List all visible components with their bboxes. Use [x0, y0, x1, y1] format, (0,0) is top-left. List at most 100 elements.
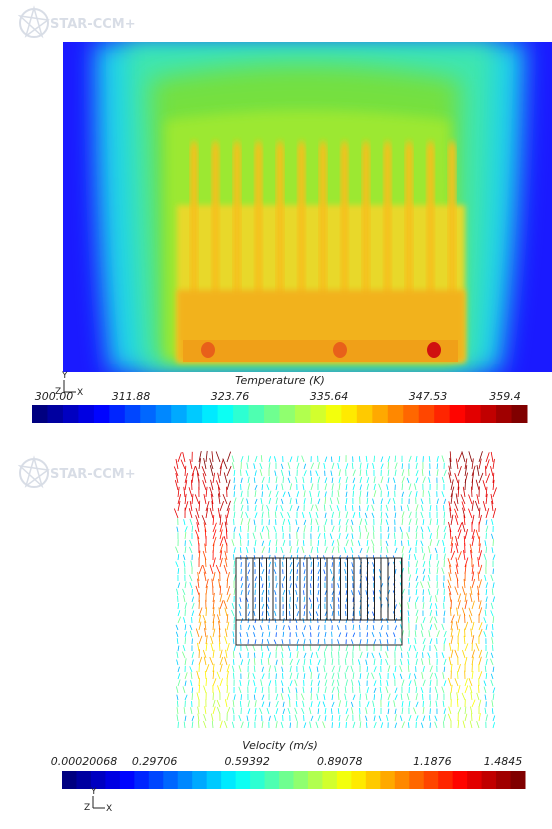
vector: [360, 548, 362, 553]
vector: [178, 646, 179, 651]
vector: [409, 680, 411, 686]
vector: [289, 611, 290, 616]
vector: [240, 653, 241, 658]
vector: [192, 659, 193, 665]
vector: [414, 679, 416, 686]
vector: [456, 493, 458, 504]
vector: [435, 603, 437, 609]
vector: [444, 611, 445, 616]
vector: [465, 685, 468, 693]
vector: [345, 611, 346, 616]
vector: [325, 497, 326, 504]
vector: [491, 534, 493, 539]
vector: [295, 708, 297, 714]
vector: [311, 570, 312, 574]
vector: [304, 525, 305, 532]
vector: [262, 604, 264, 609]
vector: [232, 603, 234, 609]
vector: [275, 471, 276, 476]
vector: [470, 721, 472, 728]
vector: [416, 610, 418, 616]
vector: [451, 479, 453, 490]
vector: [402, 477, 404, 483]
vector: [423, 519, 424, 525]
vector: [366, 660, 367, 665]
vector: [380, 639, 381, 644]
vector: [332, 547, 334, 553]
vector: [339, 562, 340, 567]
vector: [332, 673, 334, 679]
vector: [387, 639, 388, 644]
vector: [458, 523, 462, 532]
vector: [297, 645, 298, 651]
vector: [409, 645, 411, 651]
colorbar-block: [341, 405, 357, 423]
vector: [239, 533, 241, 539]
vector: [485, 666, 486, 672]
vector: [373, 590, 374, 595]
vector: [281, 680, 283, 686]
vector: [351, 707, 353, 714]
vector: [430, 624, 432, 630]
vector: [192, 597, 194, 602]
colorbar-block: [337, 771, 352, 789]
vector: [486, 508, 489, 518]
vector: [197, 671, 199, 679]
vector: [409, 456, 411, 462]
vector: [248, 700, 250, 707]
vector: [185, 624, 186, 630]
vector: [184, 722, 185, 728]
vector: [366, 722, 367, 728]
vector: [210, 565, 213, 574]
vector: [198, 643, 199, 651]
vector: [269, 665, 271, 672]
vector: [276, 721, 277, 728]
colorbar-block: [279, 771, 294, 789]
vector: [395, 688, 397, 693]
vector: [444, 659, 446, 665]
vector: [437, 631, 439, 637]
colorbar-block: [496, 405, 512, 423]
vector: [276, 701, 278, 707]
vector: [290, 569, 292, 574]
vector: [367, 625, 368, 630]
vector: [458, 720, 459, 728]
vector: [325, 483, 327, 490]
vector: [393, 633, 395, 637]
colorbar-block: [250, 771, 265, 789]
vector: [318, 632, 319, 637]
vector: [386, 546, 388, 553]
vector: [366, 707, 367, 714]
vector: [323, 721, 325, 728]
vector: [218, 473, 220, 483]
vector: [269, 680, 271, 686]
vector: [409, 548, 411, 553]
vector: [421, 630, 423, 637]
vector: [471, 713, 472, 721]
vector: [174, 509, 178, 518]
vector: [269, 583, 270, 588]
vector: [213, 572, 215, 581]
vector: [283, 702, 284, 707]
vector: [268, 532, 269, 539]
vector: [444, 470, 446, 476]
vector: [234, 485, 235, 490]
vector: [227, 664, 229, 672]
screenshot: STAR-CCM+Temperature (K)300.00311.88323.…: [0, 0, 552, 825]
vector: [220, 678, 223, 686]
vector: [483, 480, 486, 490]
vector: [400, 666, 402, 672]
vector: [416, 532, 417, 539]
vector: [416, 715, 418, 721]
vector: [423, 575, 425, 581]
vector: [458, 452, 462, 462]
vector: [267, 484, 269, 490]
vector: [296, 499, 297, 504]
vector: [184, 519, 185, 525]
vector: [479, 671, 482, 679]
vector: [290, 546, 292, 553]
vector: [311, 498, 312, 504]
vector: [303, 666, 304, 672]
vector: [301, 694, 304, 700]
vector: [353, 491, 354, 497]
